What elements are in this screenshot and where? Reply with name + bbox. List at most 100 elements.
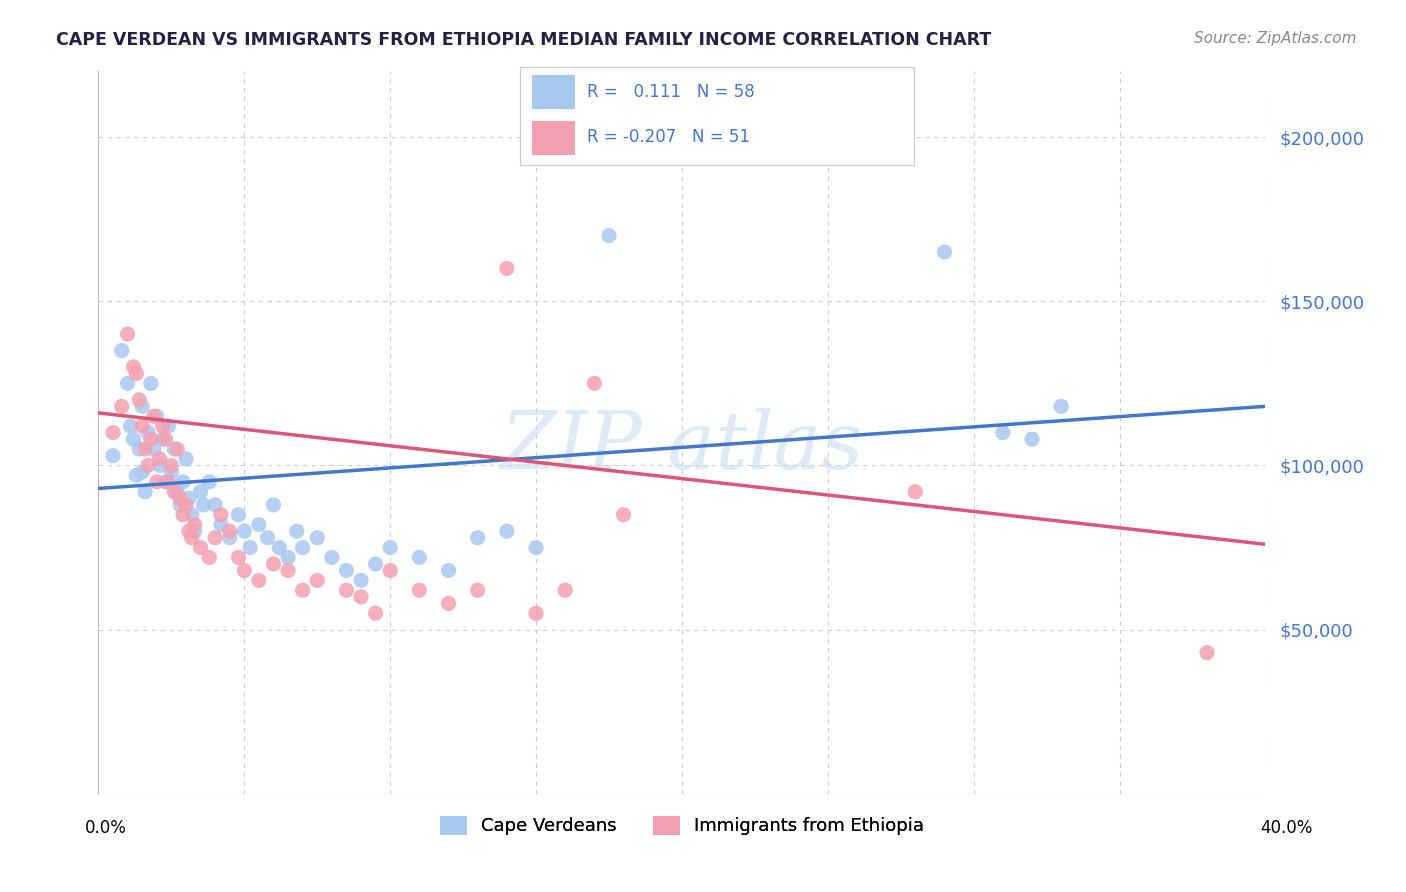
Point [291,583,314,598]
Point [262,498,284,512]
Point [209,517,232,532]
Point [163,442,186,456]
Point [131,465,153,479]
Point [174,451,197,466]
Point [134,442,156,456]
Point [101,425,124,440]
Point [307,531,329,545]
Point [437,596,460,610]
Point [524,541,547,555]
Point [142,409,165,424]
Point [335,583,357,598]
Point [307,574,329,588]
Point [408,583,430,598]
Point [1050,400,1073,414]
Point [904,484,927,499]
Point [160,458,183,473]
Legend: Cape Verdeans, Immigrants from Ethiopia: Cape Verdeans, Immigrants from Ethiopia [432,809,932,843]
Point [157,419,180,434]
Point [190,541,212,555]
Text: 0.0%: 0.0% [84,819,127,837]
Point [437,564,460,578]
Point [136,458,159,473]
Point [183,517,205,532]
Text: R =   0.111   N = 58: R = 0.111 N = 58 [588,83,755,101]
Text: R = -0.207   N = 51: R = -0.207 N = 51 [588,128,751,146]
Point [172,508,194,522]
Point [139,376,162,391]
Point [1021,432,1043,446]
Point [169,491,191,506]
Point [583,376,606,391]
Point [239,541,262,555]
Text: CAPE VERDEAN VS IMMIGRANTS FROM ETHIOPIA MEDIAN FAMILY INCOME CORRELATION CHART: CAPE VERDEAN VS IMMIGRANTS FROM ETHIOPIA… [56,31,991,49]
Point [380,541,402,555]
Text: Source: ZipAtlas.com: Source: ZipAtlas.com [1194,31,1357,46]
Point [177,491,200,506]
Point [128,392,150,407]
Point [163,484,186,499]
Point [198,475,221,489]
Point [247,574,270,588]
Point [233,524,256,538]
Text: 40.0%: 40.0% [1260,819,1313,837]
Point [125,468,148,483]
Point [120,419,142,434]
Point [139,432,162,446]
Text: ZIP atlas: ZIP atlas [501,409,863,486]
Point [291,541,314,555]
Point [467,583,489,598]
Point [131,400,153,414]
Point [134,484,156,499]
Point [496,524,519,538]
Point [228,508,250,522]
Point [122,432,145,446]
Point [380,564,402,578]
Point [136,425,159,440]
Point [152,419,174,434]
Point [180,508,202,522]
Point [183,524,205,538]
Point [247,517,270,532]
Point [204,498,226,512]
Point [146,409,169,424]
Point [174,498,197,512]
Point [262,557,284,571]
Point [166,442,188,456]
Point [193,498,215,512]
Point [408,550,430,565]
Point [198,550,221,565]
Point [228,550,250,565]
Point [554,583,576,598]
Point [117,376,139,391]
Point [335,564,357,578]
Point [269,541,291,555]
Point [364,607,387,621]
Point [122,359,145,374]
Point [218,524,240,538]
Point [204,531,226,545]
Point [612,508,634,522]
Point [177,524,200,538]
Point [218,531,240,545]
Point [131,419,153,434]
Point [285,524,308,538]
Point [128,442,150,456]
Point [321,550,343,565]
Point [166,484,188,499]
FancyBboxPatch shape [531,75,575,109]
Point [364,557,387,571]
Point [467,531,489,545]
Point [209,508,232,522]
Point [149,451,172,466]
Point [256,531,278,545]
Point [233,564,256,578]
Point [111,400,134,414]
Point [169,498,191,512]
Point [524,607,547,621]
Point [155,475,177,489]
Point [350,574,373,588]
Point [350,590,373,604]
Point [117,327,139,342]
Point [277,564,299,578]
